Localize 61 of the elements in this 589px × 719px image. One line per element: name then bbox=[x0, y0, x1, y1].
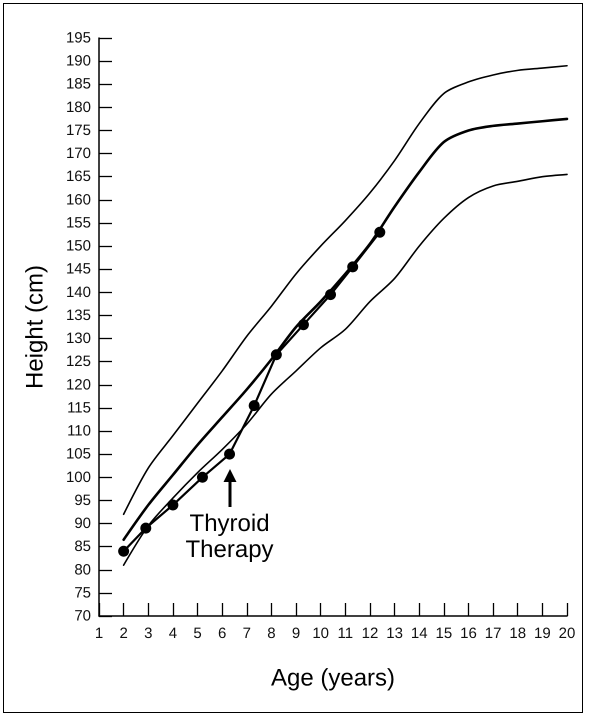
annotation: Thyroid Therapy bbox=[184, 510, 275, 564]
y-tick-label: 110 bbox=[67, 422, 91, 440]
x-axis-title: Age (years) bbox=[270, 664, 396, 692]
y-tick-label: 150 bbox=[66, 238, 91, 255]
x-tick-label: 12 bbox=[362, 625, 378, 642]
x-tick-label: 17 bbox=[484, 625, 502, 642]
y-tick-label: 130 bbox=[66, 330, 91, 348]
x-tick-label: 9 bbox=[292, 625, 300, 642]
point bbox=[196, 472, 208, 483]
point bbox=[248, 400, 260, 412]
y-tick-label: 70 bbox=[74, 608, 91, 624]
y-tick-label: 125 bbox=[66, 353, 91, 370]
y-tick-label: 95 bbox=[74, 492, 91, 509]
y-tick-label: 140 bbox=[66, 284, 91, 301]
x-tick-label: 8 bbox=[267, 625, 276, 642]
x-tick-label: 15 bbox=[436, 625, 452, 642]
y-tick-label: 75 bbox=[74, 584, 91, 602]
y-tick-label: 90 bbox=[74, 515, 91, 532]
x-tick-label: 14 bbox=[410, 625, 428, 642]
x-tick-label: 7 bbox=[242, 625, 251, 642]
y-tick-label: 185 bbox=[66, 76, 91, 93]
point bbox=[270, 349, 282, 360]
y-tick-label: 195 bbox=[66, 30, 91, 46]
y-tick-label: 190 bbox=[66, 52, 91, 70]
y-tick-label: 155 bbox=[66, 214, 91, 232]
y-tick-label: 120 bbox=[66, 376, 91, 394]
x-tick-label: 1 bbox=[94, 625, 104, 642]
y-tick-label: 80 bbox=[74, 561, 91, 578]
point bbox=[325, 289, 336, 300]
point bbox=[118, 546, 130, 557]
y-tick-label: 175 bbox=[66, 122, 91, 139]
point bbox=[374, 226, 386, 238]
y-tick-label: 105 bbox=[66, 446, 91, 463]
y-tick-label: 100 bbox=[66, 468, 91, 486]
point bbox=[298, 319, 309, 330]
point bbox=[224, 448, 236, 460]
x-tick-label: 6 bbox=[218, 625, 226, 642]
x-tick-label: 19 bbox=[534, 625, 551, 642]
y-tick-label: 115 bbox=[67, 399, 91, 416]
y-tick-label: 145 bbox=[66, 260, 91, 278]
x-tick-label: 3 bbox=[144, 625, 152, 642]
x-tick-label: 4 bbox=[168, 625, 178, 642]
y-tick-label: 135 bbox=[66, 306, 91, 324]
y-tick-label: 165 bbox=[66, 168, 91, 186]
x-tick-label: 16 bbox=[460, 625, 477, 642]
x-tick-label: 20 bbox=[558, 625, 576, 642]
line-series bbox=[122, 64, 568, 516]
y-tick-label: 180 bbox=[66, 98, 91, 116]
point bbox=[347, 261, 358, 272]
x-tick-label: 5 bbox=[193, 625, 202, 642]
x-tick-label: 18 bbox=[509, 625, 526, 642]
y-axis-title: Height (cm) bbox=[22, 264, 48, 390]
x-tick-label: 10 bbox=[312, 625, 330, 642]
y-tick-label: 170 bbox=[66, 145, 91, 162]
x-tick-label: 11 bbox=[338, 625, 354, 642]
y-tick-label: 160 bbox=[66, 191, 91, 208]
point bbox=[140, 522, 152, 534]
y-tick-label: 85 bbox=[74, 538, 91, 556]
point bbox=[167, 500, 178, 511]
x-tick-label: 2 bbox=[119, 625, 128, 642]
x-tick-label: 13 bbox=[386, 625, 403, 642]
